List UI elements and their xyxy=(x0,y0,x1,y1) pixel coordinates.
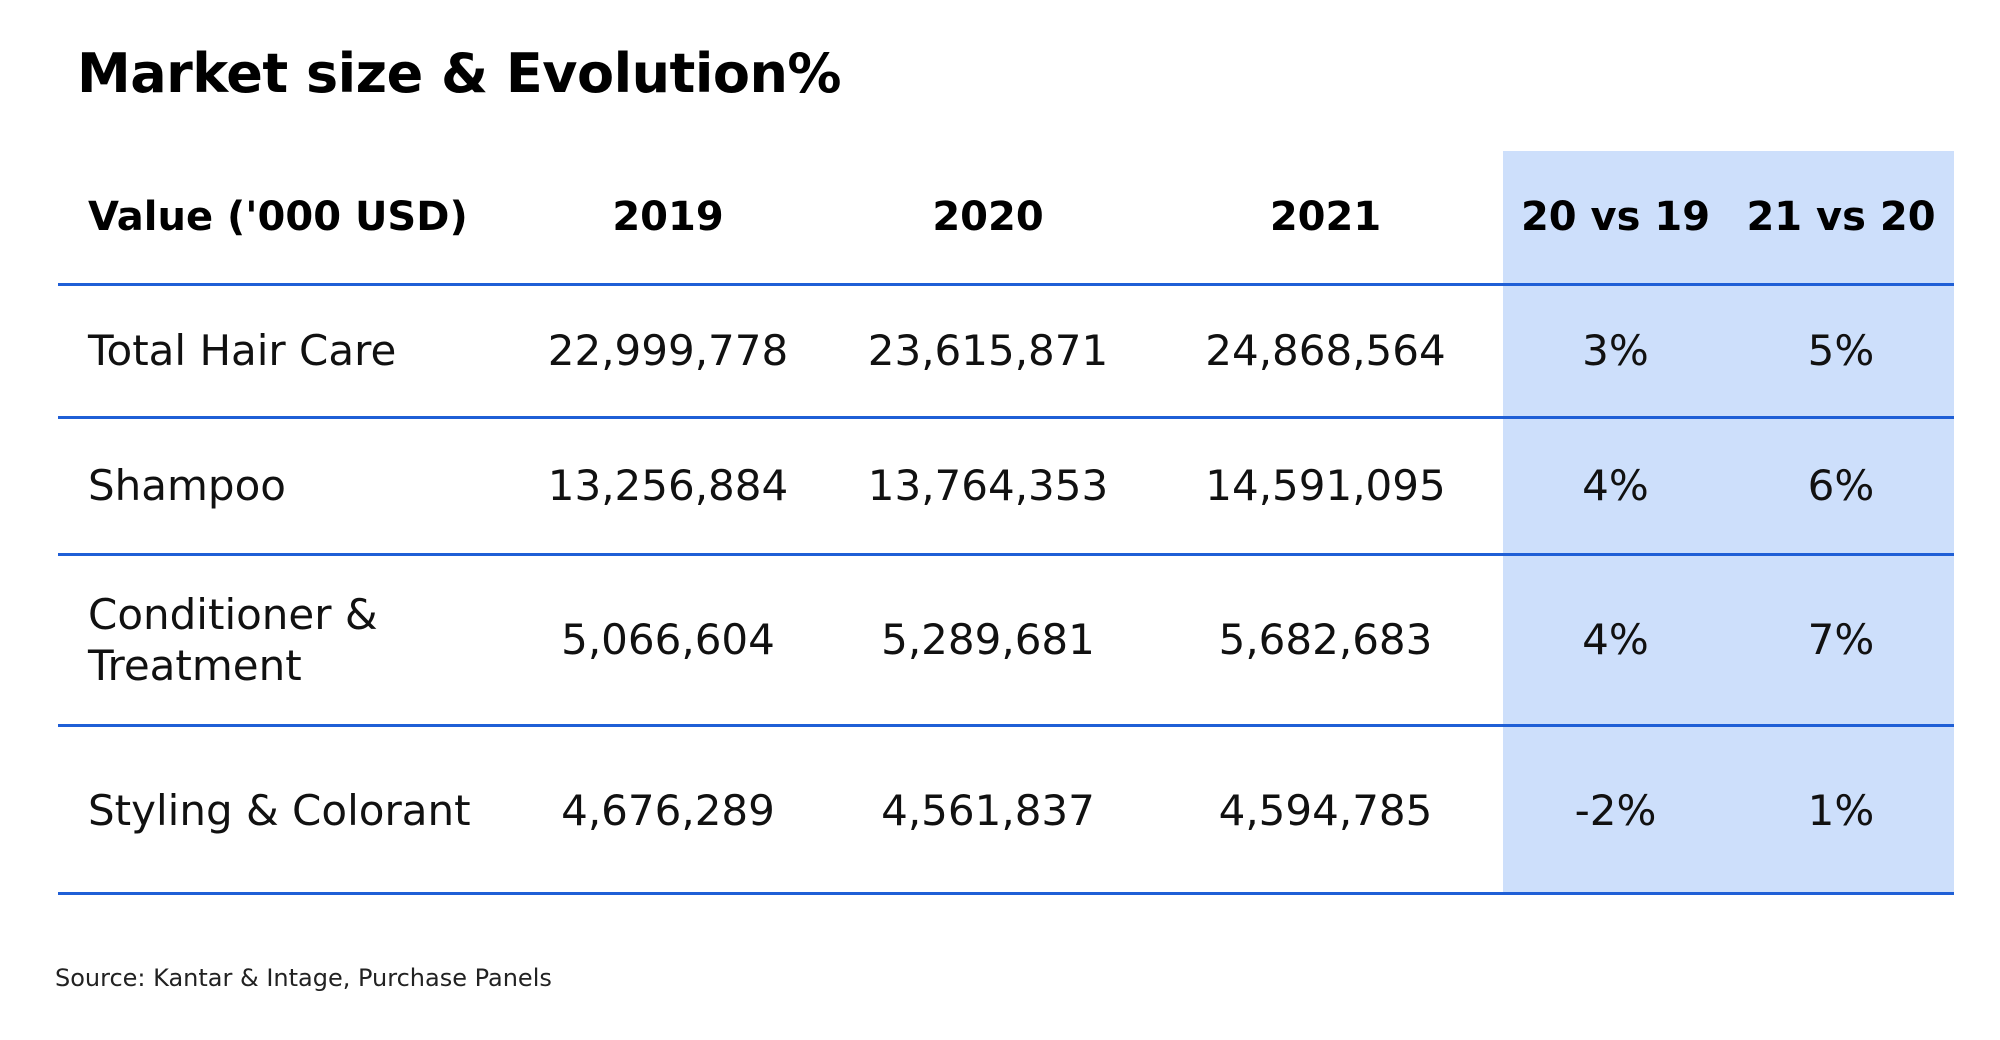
table-cell: 4,561,837 xyxy=(881,786,1095,836)
table-cell: 5,289,681 xyxy=(881,615,1095,665)
table-cell: 13,764,353 xyxy=(867,461,1109,511)
table-cell: 4% xyxy=(1582,461,1649,511)
row-label-styling-colorant: Styling & Colorant xyxy=(88,786,471,836)
table-cell: 3% xyxy=(1582,326,1649,376)
row-divider xyxy=(58,283,1954,286)
row-label-conditioner-treatment: Conditioner & Treatment xyxy=(88,589,378,690)
table-cell: 4% xyxy=(1582,615,1649,665)
table-cell: 22,999,778 xyxy=(547,326,789,376)
table-cell: 4,676,289 xyxy=(561,786,775,836)
source-note: Source: Kantar & Intage, Purchase Panels xyxy=(55,964,552,992)
table-cell: 5% xyxy=(1807,326,1875,376)
row-divider xyxy=(58,892,1954,895)
page-title: Market size & Evolution% xyxy=(77,42,842,105)
table-cell: 13,256,884 xyxy=(547,461,789,511)
row-divider xyxy=(58,724,1954,727)
table-cell: 5,066,604 xyxy=(561,615,775,665)
table-cell: 6% xyxy=(1807,461,1875,511)
table-cell: 14,591,095 xyxy=(1205,461,1446,511)
row-divider xyxy=(58,553,1954,556)
header-2020: 2020 xyxy=(932,193,1044,240)
evolution-columns-highlight xyxy=(1503,151,1954,895)
header-2019: 2019 xyxy=(612,193,724,240)
table-cell: 5,682,683 xyxy=(1218,615,1433,665)
table-cell: -2% xyxy=(1574,786,1657,836)
table-cell: 23,615,871 xyxy=(867,326,1109,376)
header-2021: 2021 xyxy=(1269,193,1382,240)
header-21-vs-20: 21 vs 20 xyxy=(1746,193,1936,240)
header-value: Value ('000 USD) xyxy=(88,193,468,240)
row-label-total-hair-care: Total Hair Care xyxy=(88,326,397,376)
market-size-table: Value ('000 USD) 2019 2020 2021 20 vs 19… xyxy=(58,151,1954,895)
table-cell: 7% xyxy=(1807,615,1875,665)
table-cell: 24,868,564 xyxy=(1205,326,1446,376)
table-cell: 4,594,785 xyxy=(1218,786,1433,836)
header-20-vs-19: 20 vs 19 xyxy=(1520,193,1711,240)
row-label-shampoo: Shampoo xyxy=(88,461,286,511)
row-divider xyxy=(58,416,1954,419)
table-cell: 1% xyxy=(1807,786,1875,836)
